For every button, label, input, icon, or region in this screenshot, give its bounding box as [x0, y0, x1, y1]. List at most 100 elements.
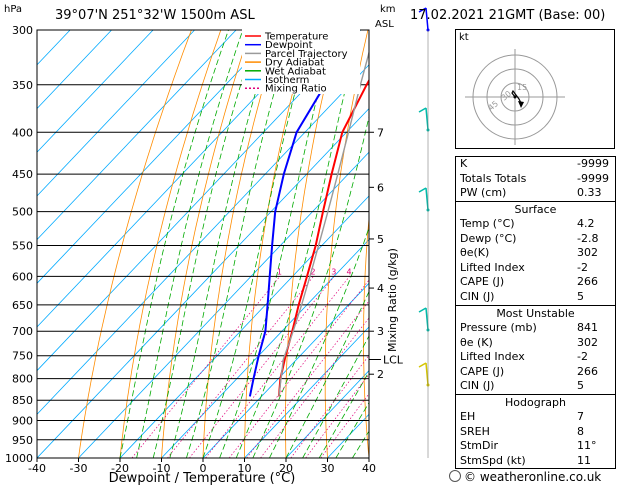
- wind-barb-flag: [418, 187, 427, 193]
- temperature-tick-label: -20: [111, 462, 129, 475]
- isotherm: [37, 30, 195, 197]
- surface-row: Dewp (°C) -2.8: [456, 232, 615, 247]
- wind-barb-staff: [425, 107, 429, 131]
- temperature-tick-label: 0: [200, 462, 207, 475]
- x-axis-label: Dewpoint / Temperature (°C): [109, 471, 296, 486]
- pressure-tick-label: 450: [12, 168, 33, 181]
- pressure-tick-label: 850: [12, 394, 33, 407]
- mixing-ratio-label: 10: [398, 267, 408, 276]
- mixing-ratio-label: 2: [310, 267, 315, 276]
- legend-label: Wet Adiabat: [265, 66, 326, 77]
- wind-barb-flag: [418, 107, 427, 113]
- wet-adiabat: [202, 30, 313, 458]
- legend-label: Parcel Trajectory: [265, 49, 348, 60]
- mu-label: θe (K): [460, 335, 493, 349]
- surface-label: θe(K): [460, 246, 490, 260]
- most-unstable-title: Most Unstable: [496, 307, 575, 320]
- mu-value: 302: [577, 335, 598, 349]
- surface-label: CIN (J): [460, 289, 495, 303]
- profile-dewpoint: [248, 30, 358, 397]
- temperature-tick-label: 30: [321, 462, 335, 475]
- wind-barb-staff: [425, 307, 429, 331]
- mu-row: Pressure (mb) 841: [456, 321, 615, 336]
- isotherm: [37, 30, 237, 241]
- isotherm: [244, 326, 369, 458]
- legend-background: [242, 28, 360, 94]
- temperature-tick-label: -40: [28, 462, 46, 475]
- profile-parcel-trajectory: [278, 50, 369, 397]
- mu-row: Lifted Index -2: [456, 350, 615, 365]
- pressure-tick-label: 1000: [5, 452, 33, 465]
- isotherm: [37, 64, 369, 415]
- wind-barb-flag: [418, 362, 427, 368]
- hodo-label: SREH: [460, 424, 490, 438]
- pressure-tick-label: 950: [12, 434, 33, 447]
- dry-adiabat: [437, 30, 457, 458]
- temperature-tick-label: 10: [238, 462, 252, 475]
- hodo-value: 7: [577, 410, 584, 423]
- km-tick-label: 2: [377, 368, 384, 381]
- most-unstable-panel: Most Unstable Pressure (mb) 841 θe (K) 302…: [455, 305, 616, 395]
- pressure-tick-label: 800: [12, 373, 33, 386]
- temperature-tick-label: 40: [362, 462, 376, 475]
- axis-labels: 3003504004505005506006507007508008509009…: [5, 24, 404, 475]
- surface-row: Temp (°C) 4.2: [456, 217, 615, 232]
- surface-row: Lifted Index -2: [456, 261, 615, 276]
- pressure-tick-label: 550: [12, 239, 33, 252]
- wind-barbs: [418, 7, 430, 458]
- hodo-label: StmSpd (kt): [460, 453, 526, 467]
- surface-label: Temp (°C): [460, 217, 515, 230]
- hodograph-kt-label: kt: [459, 32, 469, 43]
- pressure-tick-label: 750: [12, 350, 33, 363]
- hodograph: kt 15 30 45: [455, 29, 615, 153]
- dry-adiabat: [401, 30, 427, 458]
- mu-label: Lifted Index: [460, 350, 525, 364]
- isotherm: [37, 30, 154, 153]
- footer-text: © weatheronline.co.uk: [464, 470, 602, 484]
- surface-value: -2: [577, 260, 588, 274]
- km-tick-label: 5: [377, 233, 384, 246]
- mu-row: CAPE (J) 266: [456, 365, 615, 380]
- surface-value: 302: [577, 246, 598, 260]
- isotherm: [161, 238, 369, 458]
- hodo-value: 11°: [577, 439, 597, 453]
- wind-barb-staff: [425, 7, 429, 31]
- datetime-title: 17.02.2021 21GMT (Base: 00): [410, 8, 605, 23]
- mixing-ratio-label: 4: [347, 267, 352, 276]
- storm-motion-marker: [518, 101, 524, 108]
- indices-panel: K -9999 Totals Totals -9999 PW (cm) 0.33: [455, 156, 616, 202]
- isotherm: [285, 370, 369, 458]
- hodo-row: StmSpd (kt) 11: [456, 454, 615, 469]
- isotherm: [37, 30, 320, 328]
- km-tick-label: 7: [377, 126, 384, 139]
- hodograph-frame: [455, 29, 615, 149]
- index-label: K: [460, 157, 468, 170]
- index-label: PW (cm): [460, 186, 507, 200]
- hodograph-panel: Hodograph EH 7 SREH 8 StmDir 11° StmSpd (kt…: [455, 394, 616, 470]
- km-tick-label: 6: [377, 181, 384, 194]
- index-label: Totals Totals: [460, 171, 527, 185]
- surface-title: Surface: [514, 203, 557, 216]
- footer-credit[interactable]: © weatheronline.co.uk: [449, 470, 601, 484]
- surface-value: 266: [577, 275, 598, 289]
- hodo-row: EH 7: [456, 410, 615, 425]
- mu-value: -2: [577, 350, 588, 364]
- temperature-tick-label: -10: [153, 462, 171, 475]
- wet-adiabat: [302, 335, 369, 458]
- surface-label: Dewp (°C): [460, 231, 517, 245]
- hodograph-ring-label-15: 15: [517, 83, 527, 92]
- hodo-value: 8: [577, 424, 584, 438]
- wet-adiabat: [269, 226, 369, 458]
- hodograph-trace: [511, 89, 522, 104]
- pressure-tick-label: 700: [12, 325, 33, 338]
- legend-label: Dewpoint: [265, 40, 313, 51]
- wet-adiabat: [219, 30, 335, 458]
- legend-label: Temperature: [264, 32, 328, 43]
- hpa-label: hPa: [4, 4, 22, 15]
- temperature-tick-label: -30: [70, 462, 88, 475]
- index-row: Totals Totals -9999: [456, 172, 615, 187]
- legend-label: Isotherm: [265, 75, 309, 86]
- isotherm: [37, 30, 278, 284]
- legend-label: Dry Adiabat: [265, 58, 324, 69]
- wind-barb-staff: [425, 362, 429, 386]
